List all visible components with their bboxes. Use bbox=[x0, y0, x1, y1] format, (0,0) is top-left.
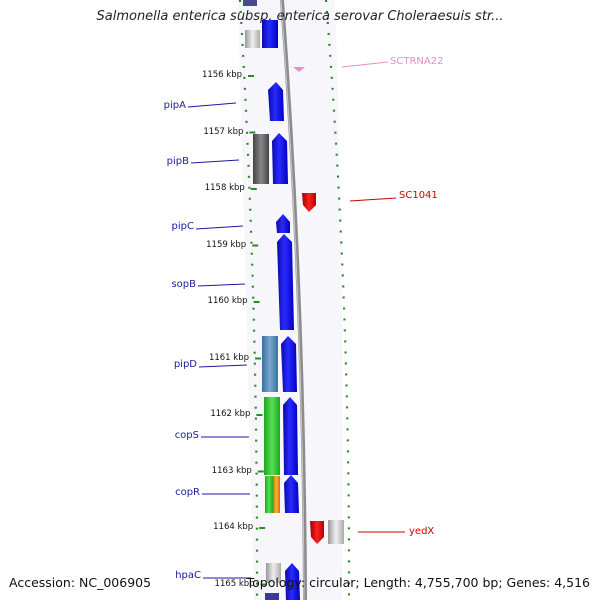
feature-dark-top bbox=[243, 0, 257, 6]
feature-steel-pipd bbox=[262, 336, 278, 392]
genome-title: Salmonella enterica subsp. enterica sero… bbox=[96, 9, 504, 24]
gene-label-yedx: yedX bbox=[409, 526, 435, 537]
feature-light-top bbox=[245, 30, 260, 48]
tick-label: 1158 kbp bbox=[204, 183, 245, 193]
tick-label: 1159 kbp bbox=[206, 239, 247, 250]
label-line-pipc bbox=[195, 225, 244, 230]
tick-label: 1163 kbp bbox=[211, 465, 252, 476]
gene-pipb bbox=[272, 133, 288, 184]
gene-label-cops: copS bbox=[174, 430, 199, 441]
gene-sc1041 bbox=[302, 193, 316, 212]
trna-feature-sctrna22 bbox=[293, 67, 305, 72]
gene-pipa bbox=[268, 82, 284, 121]
label-line-pipa bbox=[187, 102, 237, 108]
feature-light-yedx bbox=[328, 520, 344, 544]
gene-label-sctrna22: SCTRNA22 bbox=[390, 56, 444, 67]
tick-label: 1165 kbp bbox=[214, 578, 255, 589]
tick-label: 1157 kbp bbox=[203, 126, 244, 137]
gene-label-hpac: hpaC bbox=[175, 570, 201, 581]
feature-blue-top bbox=[262, 20, 278, 48]
genome-summary-text: Topology: circular; Length: 4,755,700 bp… bbox=[246, 575, 590, 590]
tick-label: 1156 kbp bbox=[201, 70, 242, 80]
feature-orange-copr bbox=[273, 476, 280, 513]
feature-light-hpac bbox=[266, 563, 281, 583]
feature-gray-pipb bbox=[253, 134, 269, 184]
tick-label: 1161 kbp bbox=[208, 352, 249, 363]
gene-cops bbox=[283, 397, 298, 475]
gene-sopb bbox=[277, 234, 294, 330]
label-line-pipb bbox=[190, 159, 240, 164]
tick-label: 1162 kbp bbox=[210, 409, 251, 419]
tick-label: 1160 kbp bbox=[207, 296, 248, 306]
gene-label-pipb: pipB bbox=[166, 156, 189, 167]
tick-label: 1164 kbp bbox=[213, 522, 254, 532]
feature-green-copr bbox=[265, 476, 273, 513]
label-line-sc1041 bbox=[349, 197, 397, 202]
genome-backbone bbox=[280, 0, 307, 601]
gene-label-pipc: pipC bbox=[171, 221, 194, 232]
label-line-pipd bbox=[198, 364, 248, 368]
label-line-sopb bbox=[197, 283, 246, 287]
gene-label-sopb: sopB bbox=[171, 279, 196, 290]
gene-label-pipd: pipD bbox=[173, 359, 197, 370]
feature-green-cops bbox=[264, 397, 280, 475]
gene-yedx bbox=[310, 521, 324, 544]
gene-copr bbox=[284, 475, 299, 513]
accession-text: Accession: NC_006905 bbox=[9, 575, 152, 590]
gene-pipd bbox=[281, 336, 297, 392]
feature-dark-bottom bbox=[265, 593, 279, 600]
gene-label-pipa: pipA bbox=[163, 100, 186, 111]
gene-hpac bbox=[285, 563, 300, 600]
label-line-sctrna22 bbox=[341, 61, 389, 68]
gene-label-copr: copR bbox=[175, 487, 200, 498]
gene-pipc bbox=[276, 214, 290, 233]
tick-marks bbox=[248, 75, 267, 586]
gene-label-sc1041: SC1041 bbox=[399, 190, 438, 201]
genome-backbone-highlight bbox=[280, 0, 305, 601]
